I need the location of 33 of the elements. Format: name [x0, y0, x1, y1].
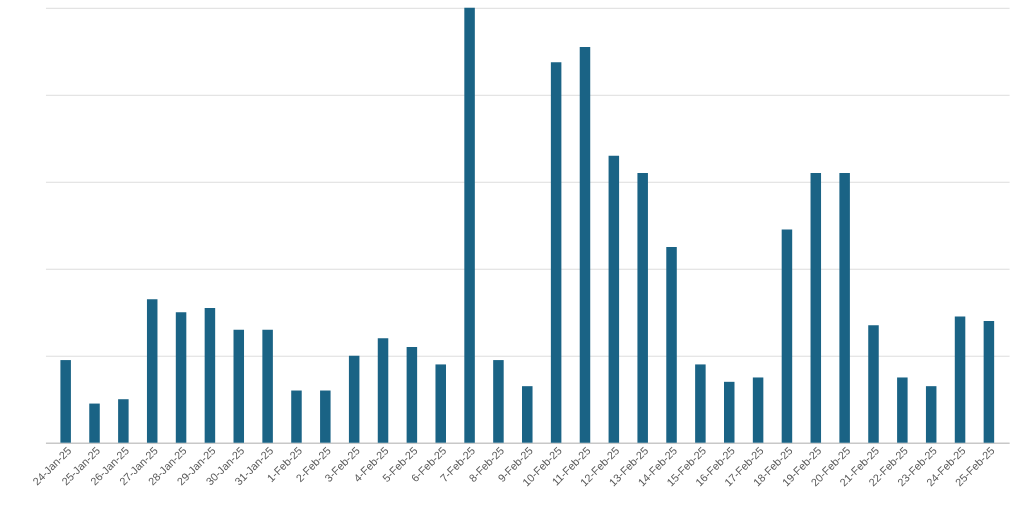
bar — [695, 364, 706, 443]
bar — [666, 247, 677, 443]
bar — [464, 7, 475, 443]
bar — [204, 307, 216, 443]
bar — [637, 173, 648, 443]
bar — [435, 364, 446, 443]
bar — [723, 381, 735, 443]
bar — [579, 46, 591, 443]
bar — [233, 329, 245, 443]
bar — [522, 386, 533, 443]
bar — [897, 377, 908, 443]
bar — [89, 403, 100, 443]
bar — [983, 320, 995, 443]
bar — [925, 386, 937, 443]
bar — [550, 62, 562, 443]
bar — [781, 229, 793, 443]
bar — [954, 316, 966, 443]
bar — [868, 325, 879, 443]
bar — [118, 399, 129, 443]
bar — [175, 312, 187, 443]
bar — [752, 377, 764, 443]
bar — [320, 390, 331, 443]
bar — [291, 390, 302, 443]
bar — [146, 299, 158, 443]
bar — [60, 360, 71, 443]
bar — [810, 173, 822, 443]
bar — [608, 155, 620, 443]
bar — [493, 360, 504, 443]
bar — [262, 329, 273, 443]
bar — [348, 355, 360, 443]
bar — [839, 173, 850, 443]
bar — [406, 347, 418, 443]
bar — [377, 338, 389, 443]
